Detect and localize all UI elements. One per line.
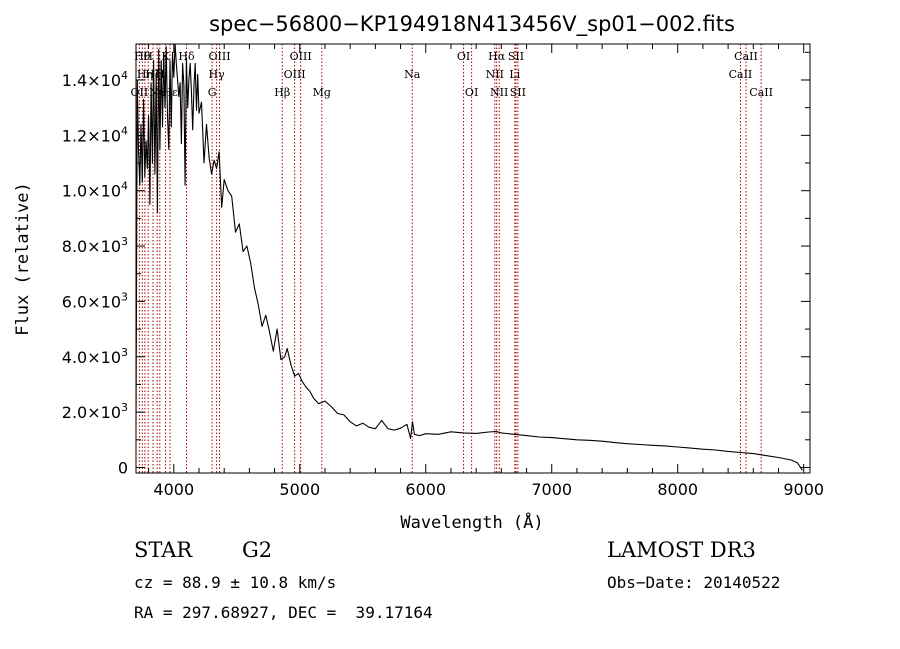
- line-marker-label: Hα: [488, 50, 506, 63]
- y-tick-mantissa: 1.2×10: [62, 126, 121, 145]
- line-marker-label: H: [155, 68, 165, 81]
- y-tick-label: 8.0×103: [62, 235, 128, 256]
- y-tick-exponent: 3: [121, 346, 128, 359]
- spectrum-line: [135, 43, 803, 471]
- redshift-readout: cz = 88.9 ± 10.8 km/s: [134, 573, 337, 592]
- line-marker-label: OI: [457, 50, 470, 63]
- y-tick-mantissa: 2.0×10: [62, 403, 121, 422]
- y-tick-exponent: 3: [121, 290, 128, 303]
- x-tick-label: 5000: [279, 480, 320, 499]
- y-tick-exponent: 4: [121, 69, 128, 82]
- line-labels: OIIHθHηHHζNeHKHεHδGHγOIIIHβOIIIOIIIMgNaO…: [131, 50, 773, 99]
- line-marker-label: Hγ: [209, 68, 226, 81]
- object-class: STAR: [134, 538, 193, 562]
- line-marker-label: CaII: [729, 68, 753, 81]
- y-tick-label: 2.0×103: [62, 401, 128, 422]
- line-marker-label: CaII: [734, 50, 758, 63]
- line-marker-label: SII: [508, 50, 524, 63]
- line-marker-label: G: [208, 86, 217, 99]
- line-marker-label: H: [143, 50, 153, 63]
- y-tick-mantissa: 8.0×10: [62, 237, 121, 256]
- y-tick-exponent: 4: [121, 124, 128, 137]
- x-tick-label: 4000: [153, 480, 194, 499]
- line-marker-label: Hζ: [145, 68, 161, 81]
- line-marker-label: OI: [465, 86, 478, 99]
- line-marker-label: NII: [490, 86, 508, 99]
- line-marker-label: Mg: [313, 86, 331, 99]
- y-tick-exponent: 4: [121, 180, 128, 193]
- y-tick-label: 6.0×103: [62, 290, 128, 311]
- y-tick-label: 1.4×104: [62, 69, 128, 90]
- y-tick-label: 1.2×104: [62, 124, 128, 145]
- y-tick-mantissa: 6.0×10: [62, 292, 121, 311]
- y-tick-mantissa: 0: [118, 458, 128, 477]
- x-tick-label: 7000: [531, 480, 572, 499]
- line-marker-label: Hθ: [134, 50, 151, 63]
- chart-title: spec−56800−KP194918N413456V_sp01−002.fit…: [209, 12, 735, 37]
- line-marker-label: Na: [404, 68, 421, 81]
- axis-ticks: 4000 5000 6000 7000 8000 900002.0×1034.0×1036…: [62, 44, 824, 499]
- y-tick-mantissa: 4.0×10: [62, 348, 121, 367]
- line-marker-label: CaII: [749, 86, 773, 99]
- observation-date: Obs−Date: 20140522: [607, 573, 781, 592]
- x-tick-label: 9000: [783, 480, 824, 499]
- spectral-line-markers: [138, 44, 762, 473]
- y-tick-label: 1.0×104: [62, 180, 128, 201]
- y-tick-mantissa: 1.0×10: [62, 182, 121, 201]
- line-marker-label: OIII: [290, 50, 312, 63]
- y-axis-label: Flux (relative): [13, 182, 33, 336]
- line-marker-label: Hβ: [274, 86, 290, 99]
- x-tick-label: 8000: [657, 480, 698, 499]
- line-marker-label: Hε: [162, 86, 178, 99]
- line-marker-label: OIII: [208, 50, 230, 63]
- line-marker-label: OIII: [284, 68, 306, 81]
- x-axis-label: Wavelength (Å): [400, 511, 543, 533]
- line-marker-label: Ne: [149, 86, 165, 99]
- coordinates: RA = 297.68927, DEC = 39.17164: [134, 603, 433, 622]
- line-marker-label: K: [161, 50, 170, 63]
- survey-name: LAMOST DR3: [607, 538, 756, 562]
- line-marker-label: OII: [131, 86, 149, 99]
- line-marker-label: NII: [486, 68, 504, 81]
- line-marker-label: Hη: [137, 68, 153, 81]
- y-tick-label: 4.0×103: [62, 346, 128, 367]
- y-tick-label: 0: [118, 458, 128, 477]
- y-tick-mantissa: 1.4×10: [62, 71, 121, 90]
- x-tick-label: 6000: [405, 480, 446, 499]
- y-tick-exponent: 3: [121, 235, 128, 248]
- plot-frame: [135, 43, 811, 474]
- y-tick-exponent: 3: [121, 401, 128, 414]
- line-marker-label: Li: [509, 68, 520, 81]
- line-marker-label: SII: [510, 86, 526, 99]
- spectrum-series: [135, 43, 803, 471]
- line-marker-label: Hδ: [178, 50, 195, 63]
- spectrum-chart: 4000 5000 6000 7000 8000 900002.0×1034.0×1036…: [13, 12, 824, 533]
- object-subclass: G2: [242, 538, 273, 562]
